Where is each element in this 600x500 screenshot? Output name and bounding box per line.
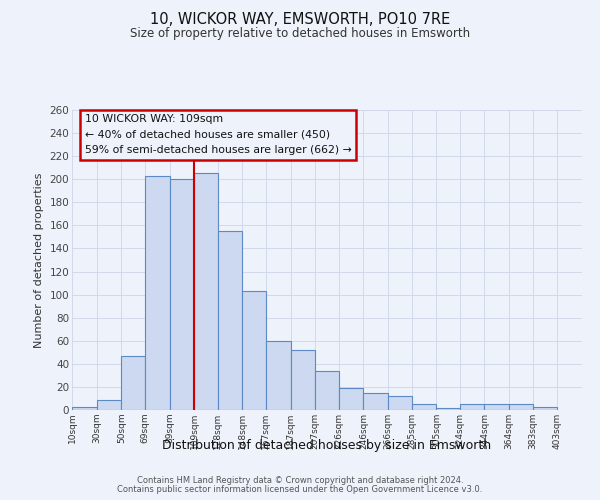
- Bar: [170, 179, 194, 410]
- Bar: [509, 404, 533, 410]
- Bar: [266, 341, 290, 410]
- Y-axis label: Number of detached properties: Number of detached properties: [34, 172, 44, 348]
- Bar: [315, 371, 339, 410]
- Bar: [242, 291, 266, 410]
- Text: Contains HM Land Registry data © Crown copyright and database right 2024.: Contains HM Land Registry data © Crown c…: [137, 476, 463, 485]
- Bar: [533, 406, 557, 410]
- Bar: [194, 174, 218, 410]
- Bar: [412, 404, 436, 410]
- Bar: [121, 356, 145, 410]
- Text: 10, WICKOR WAY, EMSWORTH, PO10 7RE: 10, WICKOR WAY, EMSWORTH, PO10 7RE: [150, 12, 450, 28]
- Bar: [484, 404, 509, 410]
- Bar: [218, 231, 242, 410]
- Bar: [364, 392, 388, 410]
- Text: 10 WICKOR WAY: 109sqm
← 40% of detached houses are smaller (450)
59% of semi-det: 10 WICKOR WAY: 109sqm ← 40% of detached …: [85, 114, 352, 155]
- Text: Distribution of detached houses by size in Emsworth: Distribution of detached houses by size …: [163, 440, 491, 452]
- Bar: [72, 406, 97, 410]
- Bar: [436, 408, 460, 410]
- Bar: [290, 350, 315, 410]
- Text: Contains public sector information licensed under the Open Government Licence v3: Contains public sector information licen…: [118, 485, 482, 494]
- Bar: [339, 388, 364, 410]
- Bar: [460, 404, 484, 410]
- Bar: [97, 400, 121, 410]
- Text: Size of property relative to detached houses in Emsworth: Size of property relative to detached ho…: [130, 28, 470, 40]
- Bar: [145, 176, 170, 410]
- Bar: [388, 396, 412, 410]
